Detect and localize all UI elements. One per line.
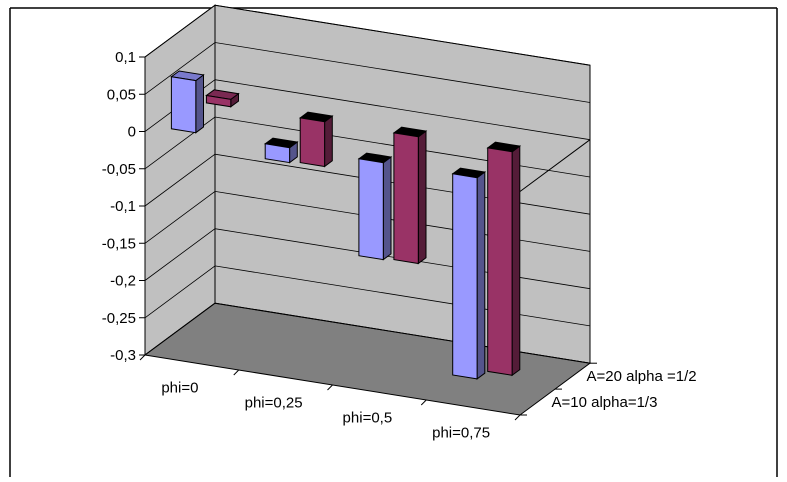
bar-front	[393, 132, 419, 265]
bar	[170, 70, 205, 134]
x-tick-label: phi=0,25	[245, 395, 303, 412]
bar	[205, 89, 240, 108]
bar	[451, 167, 487, 380]
x-tick	[514, 414, 521, 421]
bar	[298, 111, 334, 168]
bar-front	[358, 158, 384, 261]
y-tick-label: -0,05	[102, 161, 136, 178]
y-tick-label: -0,3	[110, 347, 136, 364]
bar-front	[487, 147, 513, 376]
bar-side	[382, 156, 392, 261]
y-tick-label: -0,2	[110, 273, 136, 290]
bar-front	[452, 173, 478, 380]
bar-side	[417, 130, 427, 265]
bar-front	[299, 117, 326, 168]
y-tick-label: -0,25	[102, 310, 136, 327]
zero-edge	[519, 139, 591, 192]
y-tick-label: 0,1	[115, 49, 136, 66]
bar	[486, 141, 522, 377]
y-tick-label: 0	[128, 124, 136, 141]
gridline	[144, 4, 591, 66]
gridline	[144, 42, 591, 103]
bar-side	[195, 73, 204, 134]
bar-front	[264, 143, 291, 164]
gridline	[144, 79, 591, 141]
bar-front	[170, 76, 197, 134]
x-tick-label: phi=0	[161, 380, 198, 397]
y-tick-label: 0,05	[107, 86, 136, 103]
chart-labels: 0,1 0,05 0 -0,05 -0,1 -0,15 -0,2 -0,25 -0,3 phi=0…	[102, 49, 697, 442]
chart-bars	[170, 70, 522, 380]
y-tick-label: -0,15	[102, 235, 136, 252]
x-tick	[139, 354, 146, 361]
x-tick	[327, 384, 333, 391]
bar-front	[205, 94, 232, 108]
x-tick-label: phi=0,5	[343, 410, 393, 427]
bar	[263, 137, 299, 164]
y-tick-label: -0,1	[110, 198, 136, 215]
bar	[392, 126, 428, 265]
bar	[357, 152, 393, 261]
x-tick-label: phi=0,75	[432, 425, 490, 442]
x-tick	[233, 369, 240, 376]
bar-side	[324, 115, 333, 168]
gridline	[144, 116, 591, 178]
series-label: A=10 alpha=1/3	[552, 394, 658, 411]
bar-side	[511, 145, 521, 377]
bar-side	[476, 171, 486, 380]
series-label: A=20 alpha =1/2	[587, 368, 697, 385]
x-tick	[420, 399, 427, 406]
